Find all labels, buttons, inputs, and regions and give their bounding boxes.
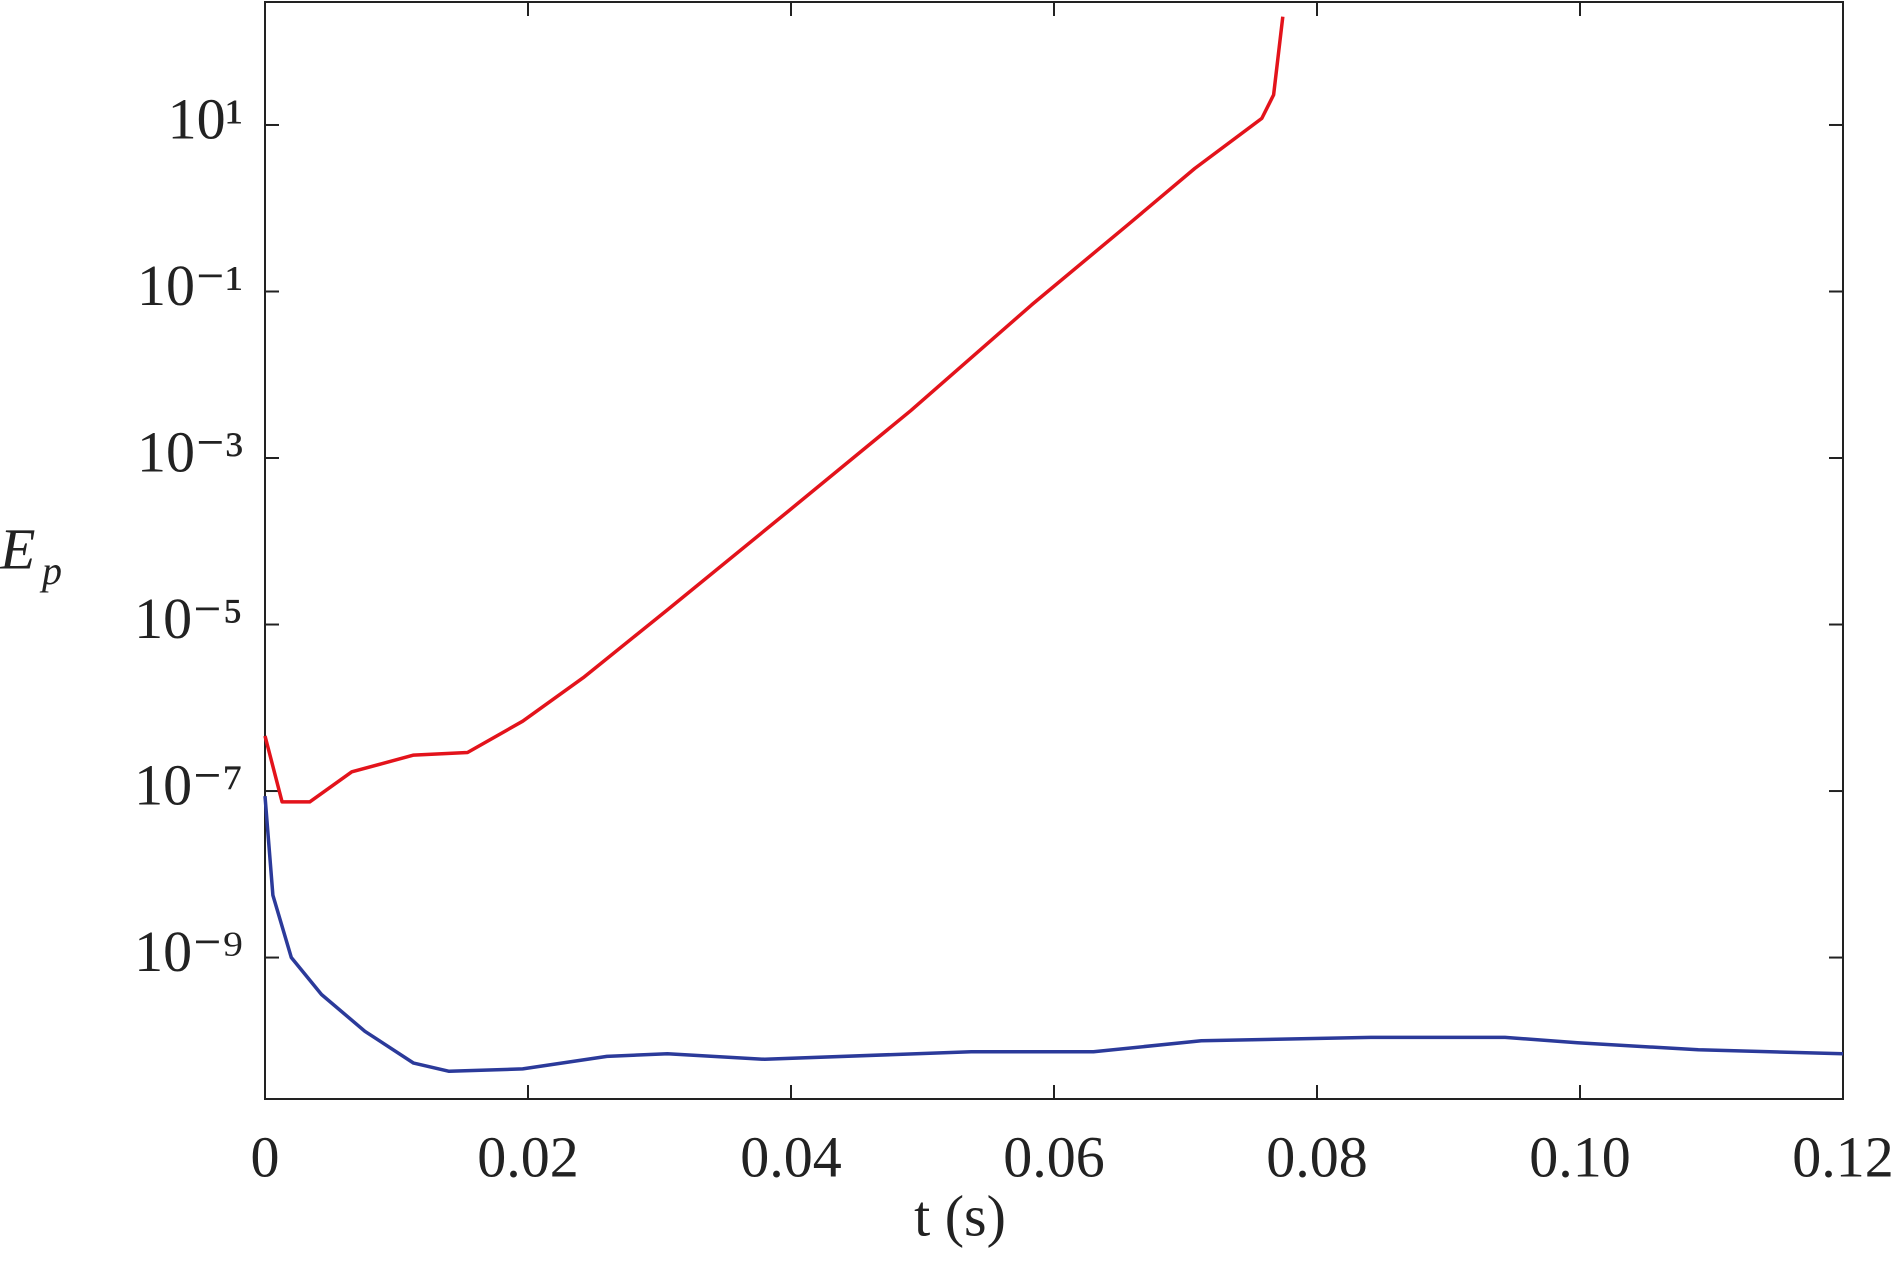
y-tick-label: 10⁻⁹ [134, 919, 243, 984]
series-line [263, 16, 1285, 804]
x-tick-label: 0 [251, 1124, 280, 1189]
y-tick-label: 10⁻⁷ [134, 752, 243, 817]
y-tick-label: 10⁻¹ [137, 253, 243, 318]
series-line [263, 795, 1844, 1074]
x-tick-label: 0.06 [1003, 1124, 1105, 1189]
plot-frame [264, 1, 1844, 1100]
y-axis-label-subscript: p [39, 548, 62, 593]
y-tick-label: 10¹ [168, 86, 243, 151]
y-tick-label: 10⁻⁵ [134, 586, 243, 651]
y-tick-label: 10⁻³ [137, 419, 243, 484]
x-axis-label: t (s) [914, 1183, 1006, 1248]
x-tick-label: 0.08 [1266, 1124, 1368, 1189]
y-axis-label: E [0, 516, 35, 581]
x-tick-label: 0.12 [1792, 1124, 1894, 1189]
x-tick-label: 0.10 [1529, 1124, 1631, 1189]
x-tick-label: 0.04 [740, 1124, 842, 1189]
x-tick-label: 0.02 [477, 1124, 579, 1189]
